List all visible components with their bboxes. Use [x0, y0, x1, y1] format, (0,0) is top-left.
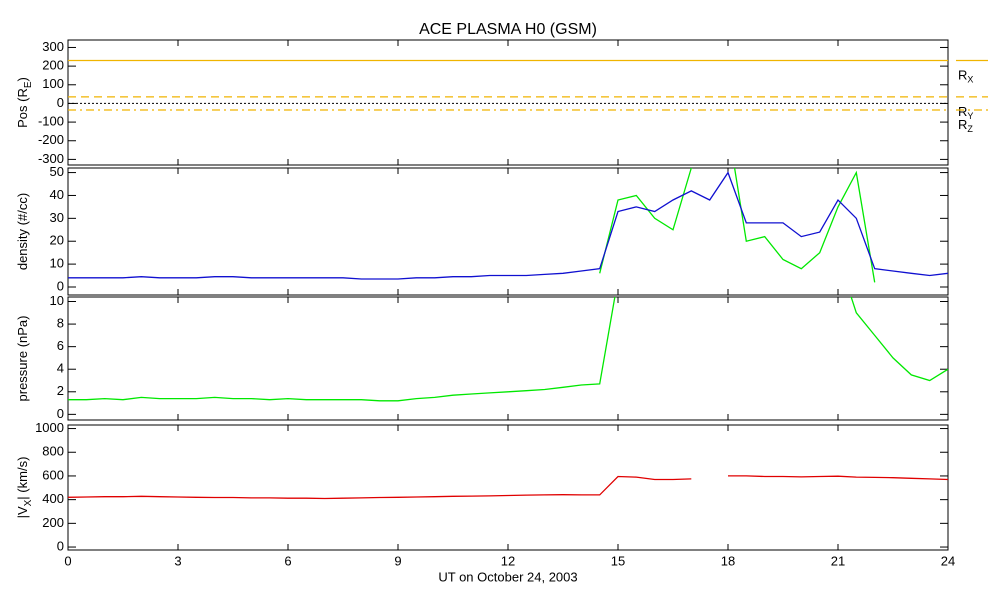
y-axis-label-after: | (km/s) [15, 457, 30, 500]
y-tick-label: 8 [57, 316, 64, 331]
y-tick-label: 4 [57, 361, 64, 376]
x-tick-label: 6 [284, 553, 291, 568]
y-tick-label: 200 [42, 58, 64, 73]
y-tick-label: 10 [50, 256, 64, 271]
y-tick-label: 2 [57, 383, 64, 398]
legend-sub: X [967, 75, 973, 85]
y-tick-label: 600 [42, 467, 64, 482]
y-axis-label-after: ) [15, 77, 30, 81]
y-axis-label: density (#/cc) [15, 193, 30, 270]
y-tick-label: 0 [57, 538, 64, 553]
y-tick-label: 0 [57, 278, 64, 293]
x-tick-label: 15 [611, 553, 625, 568]
y-axis-label-text: |V [15, 506, 30, 518]
plot-frame [67, 39, 949, 166]
y-tick-label: 0 [57, 406, 64, 421]
y-tick-label: 100 [42, 76, 64, 91]
legend-name: R [958, 68, 967, 83]
y-tick-label: 300 [42, 39, 64, 54]
x-tick-label: 9 [394, 553, 401, 568]
y-tick-label: 1000 [35, 420, 64, 435]
y-axis-label: |VX| (km/s) [15, 457, 33, 519]
y-tick-label: -300 [38, 151, 64, 166]
legend-sub: Z [967, 124, 973, 134]
legend-label: RZ [958, 117, 973, 134]
legend-label: RY [958, 104, 973, 121]
legend-name: R [958, 104, 967, 119]
legend-name: R [958, 117, 967, 132]
plot-frame [67, 424, 949, 551]
legend-sub: Y [967, 111, 973, 121]
chart-title: ACE PLASMA H0 (GSM) [419, 21, 597, 38]
y-tick-label: 0 [57, 95, 64, 110]
legend-label: RX [958, 68, 973, 85]
x-tick-label: 3 [174, 553, 181, 568]
x-tick-label: 24 [941, 553, 955, 568]
y-tick-label: 200 [42, 515, 64, 530]
series-line [599, 168, 876, 283]
x-tick-label: 12 [501, 553, 515, 568]
x-tick-label: 18 [721, 553, 735, 568]
y-tick-label: 10 [50, 293, 64, 308]
y-tick-label: -200 [38, 132, 64, 147]
y-axis-label-text: pressure (nPa) [15, 316, 30, 402]
y-axis-label: pressure (nPa) [15, 316, 30, 402]
y-tick-label: 6 [57, 338, 64, 353]
y-axis-label: Pos (RE) [15, 77, 33, 128]
series-line [68, 171, 948, 280]
plot-frame [67, 296, 949, 421]
x-axis-label: UT on October 24, 2003 [438, 569, 577, 584]
y-tick-label: 30 [50, 210, 64, 225]
x-tick-label: 0 [64, 553, 71, 568]
y-axis-label-sub: E [23, 81, 34, 88]
x-tick-label: 21 [831, 553, 845, 568]
series-line [68, 297, 948, 402]
y-axis-label-text: Pos (R [15, 88, 30, 128]
y-tick-label: 40 [50, 187, 64, 202]
y-tick-label: 800 [42, 444, 64, 459]
y-axis-label-sub: X [23, 499, 34, 506]
y-tick-label: 400 [42, 491, 64, 506]
y-tick-label: 20 [50, 233, 64, 248]
series-line [68, 475, 948, 500]
y-axis-label-text: density (#/cc) [15, 193, 30, 270]
y-tick-label: 50 [50, 164, 64, 179]
y-tick-label: -100 [38, 114, 64, 129]
